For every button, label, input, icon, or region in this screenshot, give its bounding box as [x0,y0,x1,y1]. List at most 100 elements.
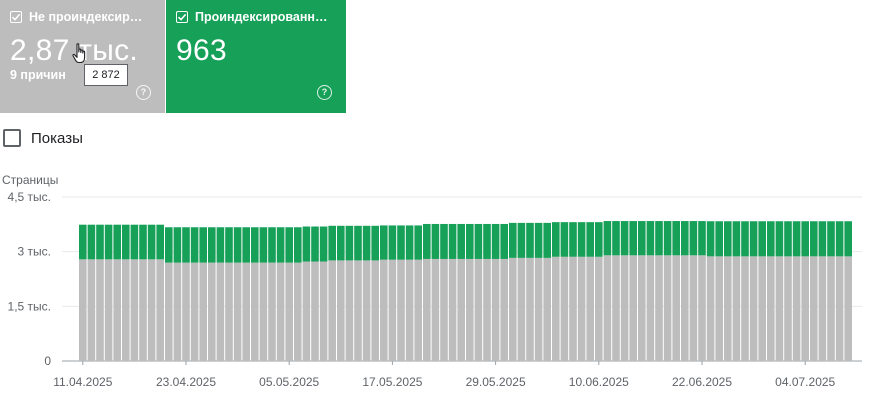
bar-not-indexed[interactable] [165,262,173,361]
bar-not-indexed[interactable] [655,255,663,361]
bar-not-indexed[interactable] [147,259,156,361]
bar-indexed[interactable] [827,221,835,257]
bar-indexed[interactable] [440,223,448,259]
bar-indexed[interactable] [638,221,646,256]
bar-not-indexed[interactable] [371,260,379,361]
bar-not-indexed[interactable] [397,259,405,361]
bar-not-indexed[interactable] [560,256,569,361]
not-indexed-reasons[interactable]: 9 причин [10,68,66,82]
bar-indexed[interactable] [173,227,182,263]
bar-not-indexed[interactable] [242,262,250,361]
bar-indexed[interactable] [311,226,319,262]
bar-not-indexed[interactable] [577,256,586,361]
bar-not-indexed[interactable] [775,256,784,361]
bar-indexed[interactable] [405,225,414,260]
bar-indexed[interactable] [87,224,96,260]
bar-not-indexed[interactable] [749,256,758,361]
bar-not-indexed[interactable] [663,255,672,361]
bar-not-indexed[interactable] [354,260,362,361]
bar-indexed[interactable] [414,225,422,260]
bar-indexed[interactable] [285,227,293,263]
bar-not-indexed[interactable] [319,261,328,361]
bar-not-indexed[interactable] [827,256,835,361]
bar-not-indexed[interactable] [251,262,259,361]
bar-indexed[interactable] [629,221,637,256]
bar-not-indexed[interactable] [440,258,448,361]
bar-indexed[interactable] [500,223,508,259]
bar-indexed[interactable] [775,221,784,257]
bar-indexed[interactable] [732,221,741,257]
bar-indexed[interactable] [380,225,388,260]
bar-indexed[interactable] [431,223,440,259]
bar-not-indexed[interactable] [732,256,741,361]
bar-indexed[interactable] [457,223,465,259]
bar-not-indexed[interactable] [638,255,646,361]
bar-not-indexed[interactable] [104,259,113,361]
bar-not-indexed[interactable] [259,262,268,361]
bar-indexed[interactable] [663,221,672,256]
bar-not-indexed[interactable] [190,262,199,361]
bar-indexed[interactable] [698,221,706,256]
bar-indexed[interactable] [801,221,809,257]
bar-indexed[interactable] [706,221,715,257]
bar-indexed[interactable] [276,227,285,263]
bar-not-indexed[interactable] [767,256,775,361]
bar-indexed[interactable] [767,221,775,257]
bar-not-indexed[interactable] [689,255,698,361]
bar-not-indexed[interactable] [285,262,293,361]
bar-indexed[interactable] [294,227,302,263]
bar-not-indexed[interactable] [698,255,706,361]
bar-not-indexed[interactable] [423,258,431,361]
bar-not-indexed[interactable] [595,256,603,361]
bar-indexed[interactable] [216,227,225,263]
bar-indexed[interactable] [448,223,457,259]
bar-not-indexed[interactable] [603,255,612,361]
bar-not-indexed[interactable] [491,258,500,361]
bar-not-indexed[interactable] [758,256,766,361]
bar-not-indexed[interactable] [345,260,354,361]
bar-indexed[interactable] [268,227,276,263]
bar-indexed[interactable] [603,221,612,256]
bar-indexed[interactable] [741,221,749,257]
bar-not-indexed[interactable] [182,262,190,361]
bar-not-indexed[interactable] [483,258,491,361]
bar-not-indexed[interactable] [268,262,276,361]
bar-indexed[interactable] [354,225,362,261]
bar-not-indexed[interactable] [302,261,311,361]
bar-not-indexed[interactable] [388,259,397,361]
bar-indexed[interactable] [388,225,397,260]
bar-not-indexed[interactable] [79,259,87,361]
bar-indexed[interactable] [758,221,766,257]
bar-not-indexed[interactable] [784,256,792,361]
bar-not-indexed[interactable] [294,262,302,361]
bar-not-indexed[interactable] [199,262,207,361]
bar-not-indexed[interactable] [173,262,182,361]
not-indexed-checkbox[interactable] [10,11,22,23]
bar-not-indexed[interactable] [405,259,414,361]
bar-not-indexed[interactable] [328,260,336,361]
bar-indexed[interactable] [749,221,758,257]
bar-not-indexed[interactable] [620,255,629,361]
bar-indexed[interactable] [689,221,698,256]
bar-indexed[interactable] [242,227,250,263]
bar-not-indexed[interactable] [362,260,371,361]
bar-indexed[interactable] [208,227,216,263]
bar-not-indexed[interactable] [741,256,749,361]
bar-not-indexed[interactable] [311,261,319,361]
bar-not-indexed[interactable] [448,258,457,361]
bar-indexed[interactable] [362,225,371,261]
chart-bars[interactable] [79,221,852,361]
bar-not-indexed[interactable] [612,255,620,361]
bar-indexed[interactable] [534,222,543,258]
bar-indexed[interactable] [646,221,655,256]
bar-not-indexed[interactable] [646,255,655,361]
bar-indexed[interactable] [474,223,483,259]
bar-indexed[interactable] [423,223,431,259]
bar-indexed[interactable] [259,227,268,263]
bar-indexed[interactable] [681,221,689,256]
bar-not-indexed[interactable] [466,258,474,361]
bar-not-indexed[interactable] [629,255,637,361]
indexed-card[interactable]: Проиндексированные 963 ? [166,0,346,113]
indexed-checkbox[interactable] [176,11,188,23]
bar-not-indexed[interactable] [96,259,104,361]
